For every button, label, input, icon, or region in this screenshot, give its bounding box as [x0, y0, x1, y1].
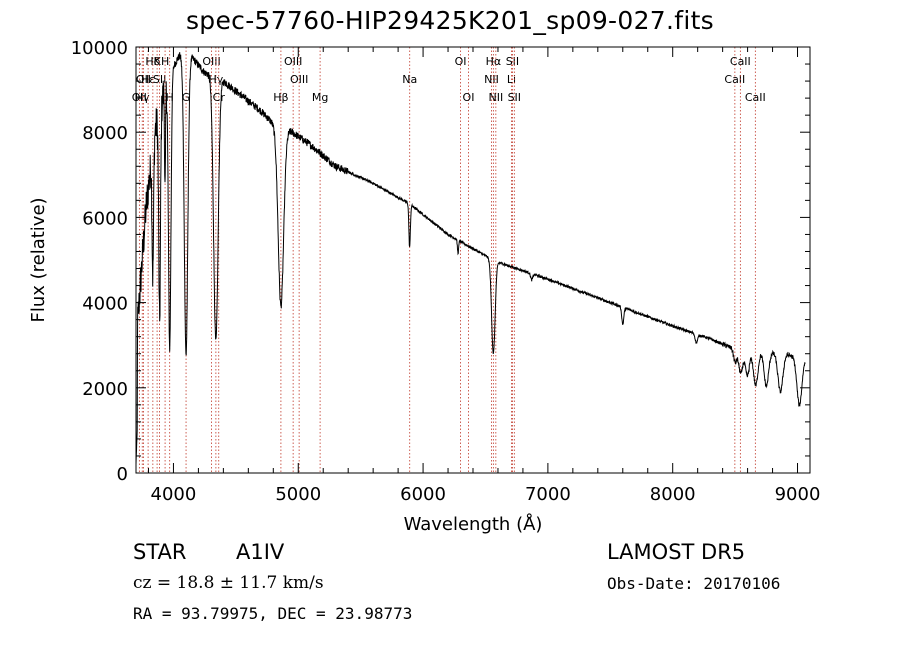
object-class: STAR — [133, 540, 187, 564]
line-marker-label: OII — [136, 73, 151, 86]
line-marker-label: NII — [488, 91, 503, 104]
line-marker-label: NII — [484, 73, 499, 86]
line-marker-label: CaII — [745, 91, 766, 104]
object-subclass: A1IV — [236, 540, 285, 564]
line-marker-label: OI — [463, 91, 475, 104]
chart-title: spec-57760-HIP29425K201_sp09-027.fits — [185, 6, 715, 35]
line-marker-label: CaII — [730, 55, 751, 68]
line-marker-label: H — [166, 91, 174, 104]
line-marker-label: K — [153, 55, 161, 68]
line-marker-label: OIII — [290, 73, 308, 86]
survey-name: LAMOST DR5 — [607, 540, 746, 564]
y-axis-label: Flux (relative) — [28, 197, 49, 322]
y-tick-label: 4000 — [82, 294, 128, 315]
y-tick-label: 2000 — [82, 379, 128, 400]
spectrum-line — [135, 52, 806, 465]
line-marker-label: SII — [153, 73, 166, 86]
x-tick-label: 4000 — [151, 484, 197, 505]
line-marker-label: CaII — [724, 73, 745, 86]
line-marker-label: Cr — [213, 91, 226, 104]
line-marker-label: Hβ — [273, 91, 288, 104]
line-marker-label: Na — [402, 73, 417, 86]
line-marker-label: Li — [507, 73, 516, 86]
line-marker-label: Mg — [312, 91, 328, 104]
y-tick-label: 10000 — [71, 38, 128, 59]
line-marker-label: SII — [508, 91, 521, 104]
line-marker-label: Hγ — [135, 91, 150, 104]
plot-frame — [135, 46, 811, 474]
coordinates: RA = 93.79975, DEC = 23.98773 — [133, 604, 413, 623]
x-tick-label: 6000 — [400, 484, 446, 505]
line-marker-label: Hγ — [208, 73, 223, 86]
x-tick-label: 5000 — [275, 484, 321, 505]
line-marker-label: SII — [506, 55, 519, 68]
spectrum-series — [135, 52, 806, 465]
obs-date: Obs-Date: 20170106 — [607, 574, 781, 593]
x-axis-label: Wavelength (Å) — [404, 513, 543, 535]
x-tick-label: 9000 — [775, 484, 821, 505]
line-marker-label: OI — [455, 55, 467, 68]
line-marker-label: H — [161, 55, 169, 68]
line-marker-label: Hα — [486, 55, 502, 68]
line-marker-label: Hε — [141, 73, 155, 86]
x-tick-label: 8000 — [650, 484, 696, 505]
line-marker-label: OIII — [202, 55, 220, 68]
line-marker-label: G — [182, 91, 191, 104]
y-tick-label: 0 — [117, 464, 128, 485]
line-marker-label: OIII — [284, 55, 302, 68]
y-tick-label: 6000 — [82, 208, 128, 229]
y-tick-label: 8000 — [82, 123, 128, 144]
axes: 4000 5000 6000 7000 8000 9000 0 2000 4000 6000 800… — [28, 38, 820, 535]
x-tick-label: 7000 — [525, 484, 571, 505]
redshift-readout: cz = 18.8 ± 11.7 km/s — [133, 573, 324, 593]
